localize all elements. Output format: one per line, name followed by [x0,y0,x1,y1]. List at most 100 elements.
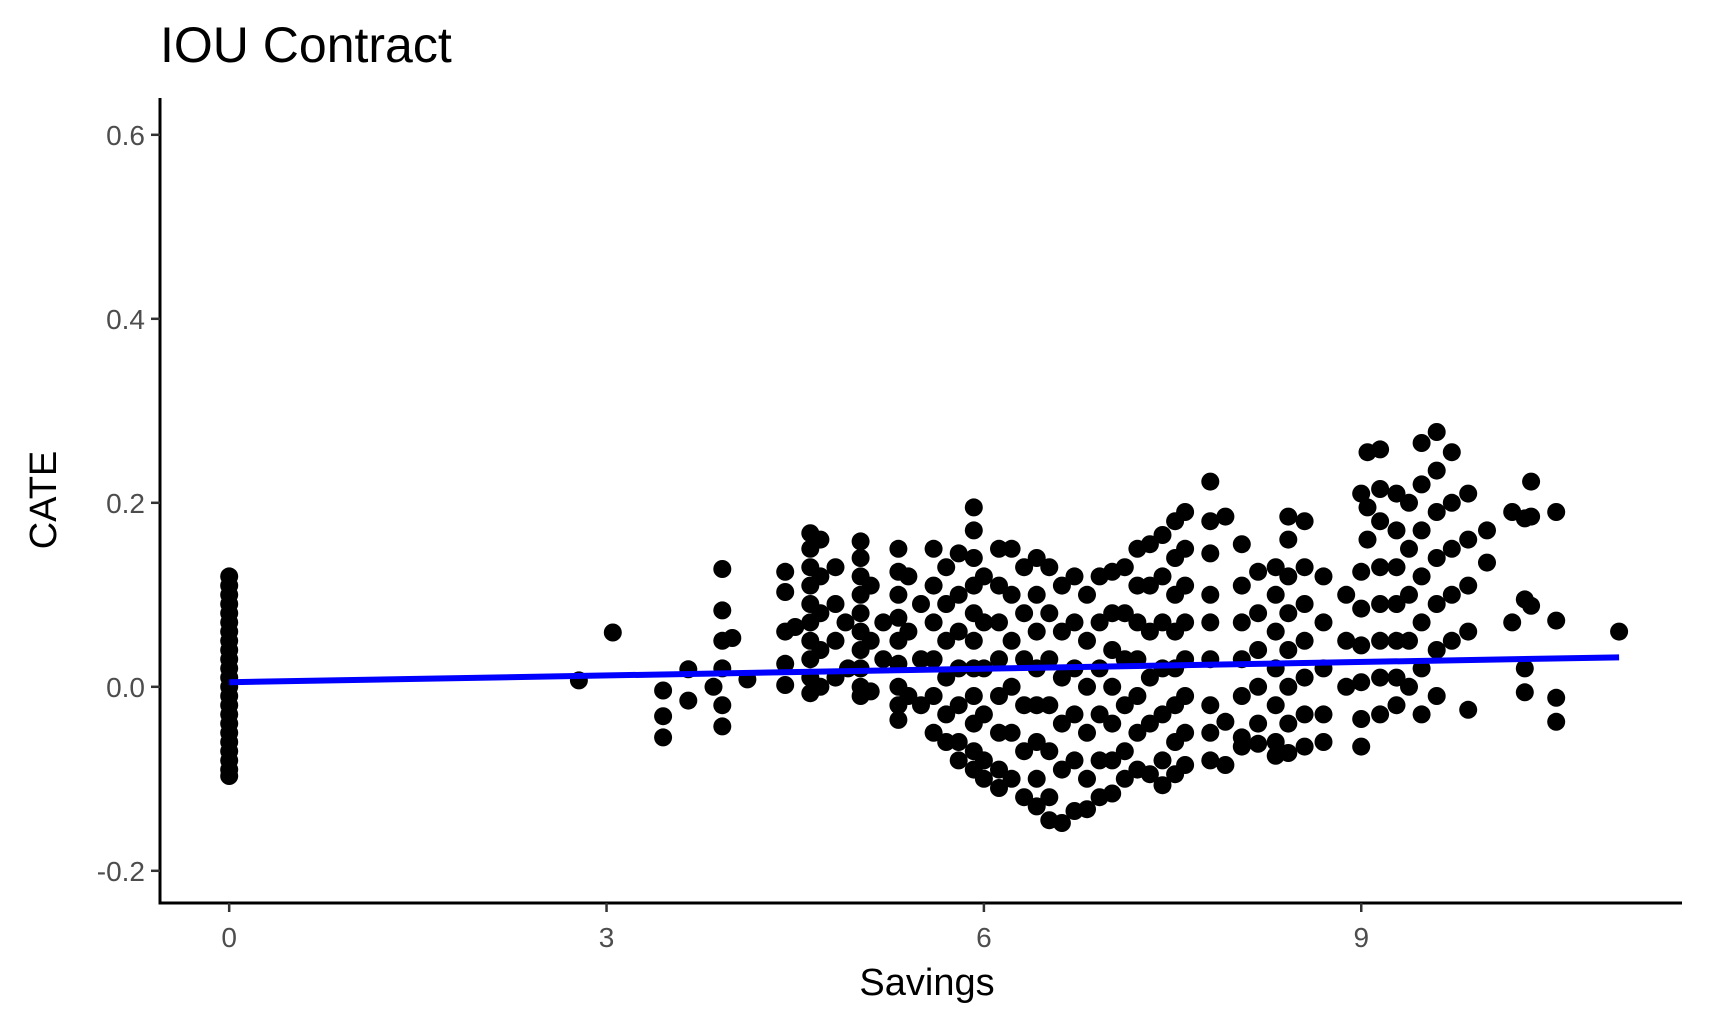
data-point [1547,611,1566,630]
data-point [1201,613,1220,632]
data-point [776,676,795,694]
data-point [924,650,943,669]
data-point [1078,677,1096,696]
data-point [1314,613,1333,632]
data-point [1027,797,1046,816]
data-point [1279,567,1298,586]
data-point [1371,512,1390,531]
data-point [851,549,870,567]
x-tick-label: 6 [976,922,992,953]
data-point [1078,585,1096,604]
data-point [1547,688,1566,707]
data-point [1412,434,1431,452]
data-point [1387,521,1406,540]
data-point [1371,440,1390,459]
data-point [1232,687,1251,705]
data-point [924,576,943,595]
data-point [1065,751,1084,770]
data-point [654,681,673,700]
data-point [937,705,956,724]
data-point [851,604,870,623]
data-point [1442,539,1461,558]
data-point [1232,613,1251,632]
data-point [1128,687,1147,705]
data-point [826,631,845,650]
data-point [1352,484,1371,503]
data-point [937,595,956,613]
data-point [861,631,880,650]
data-point [990,760,1008,779]
data-point [1387,558,1406,577]
data-point [1015,742,1034,761]
data-point [1387,631,1406,650]
data-point [1279,641,1298,659]
data-point [1103,677,1122,696]
data-point [1027,769,1046,788]
data-point [1040,788,1059,807]
data-point [974,769,993,788]
data-point [1176,503,1195,521]
data-point [1249,604,1268,623]
data-point [1459,576,1478,595]
data-point [1176,613,1195,632]
data-point [1176,687,1195,705]
data-point [1015,650,1034,669]
data-point [1314,705,1333,724]
data-point [1478,521,1496,540]
data-point [912,696,930,715]
data-point [1176,576,1195,595]
data-point [1295,668,1314,687]
data-point [1371,595,1390,613]
y-tick-label: 0.4 [106,304,145,335]
data-point [990,576,1008,595]
y-tick-label: -0.2 [97,856,145,887]
data-point [1153,705,1172,724]
data-point [1266,558,1285,577]
data-point [1279,677,1298,696]
data-point [811,677,830,696]
data-point [1352,737,1371,756]
data-point [1201,472,1220,491]
data-point [964,498,983,517]
data-point [1103,604,1122,623]
data-point [1547,712,1566,731]
data-point [1295,631,1314,650]
data-point [713,601,732,620]
data-point [786,618,805,636]
data-point [1412,705,1431,724]
data-point [1040,742,1059,761]
data-point [654,707,673,726]
data-point [1295,705,1314,724]
data-point [1459,622,1478,641]
data-point [1140,714,1159,733]
data-point [1459,700,1478,719]
data-point [964,631,983,650]
data-point [1427,423,1446,441]
data-point [949,696,968,715]
y-ticks: -0.2 0.0 0.2 0.4 0.6 [97,120,160,887]
data-point [1052,814,1071,832]
data-point [1040,650,1059,669]
data-point [889,608,908,627]
data-point [811,641,830,659]
data-point [1040,604,1059,623]
data-point [990,723,1008,742]
data-point [912,595,930,613]
data-point [1371,558,1390,577]
data-point [1176,756,1195,774]
y-tick-label: 0.0 [106,672,145,703]
data-point [1232,535,1251,554]
data-point [1427,687,1446,705]
data-point [776,654,795,673]
data-point [1400,631,1418,650]
data-point [924,539,943,558]
data-point [1078,723,1096,742]
data-point [1522,472,1541,491]
data-point [826,595,845,613]
data-point [1400,677,1418,696]
data-point [1153,613,1172,632]
data-point [1040,696,1059,715]
data-point [1442,631,1461,650]
